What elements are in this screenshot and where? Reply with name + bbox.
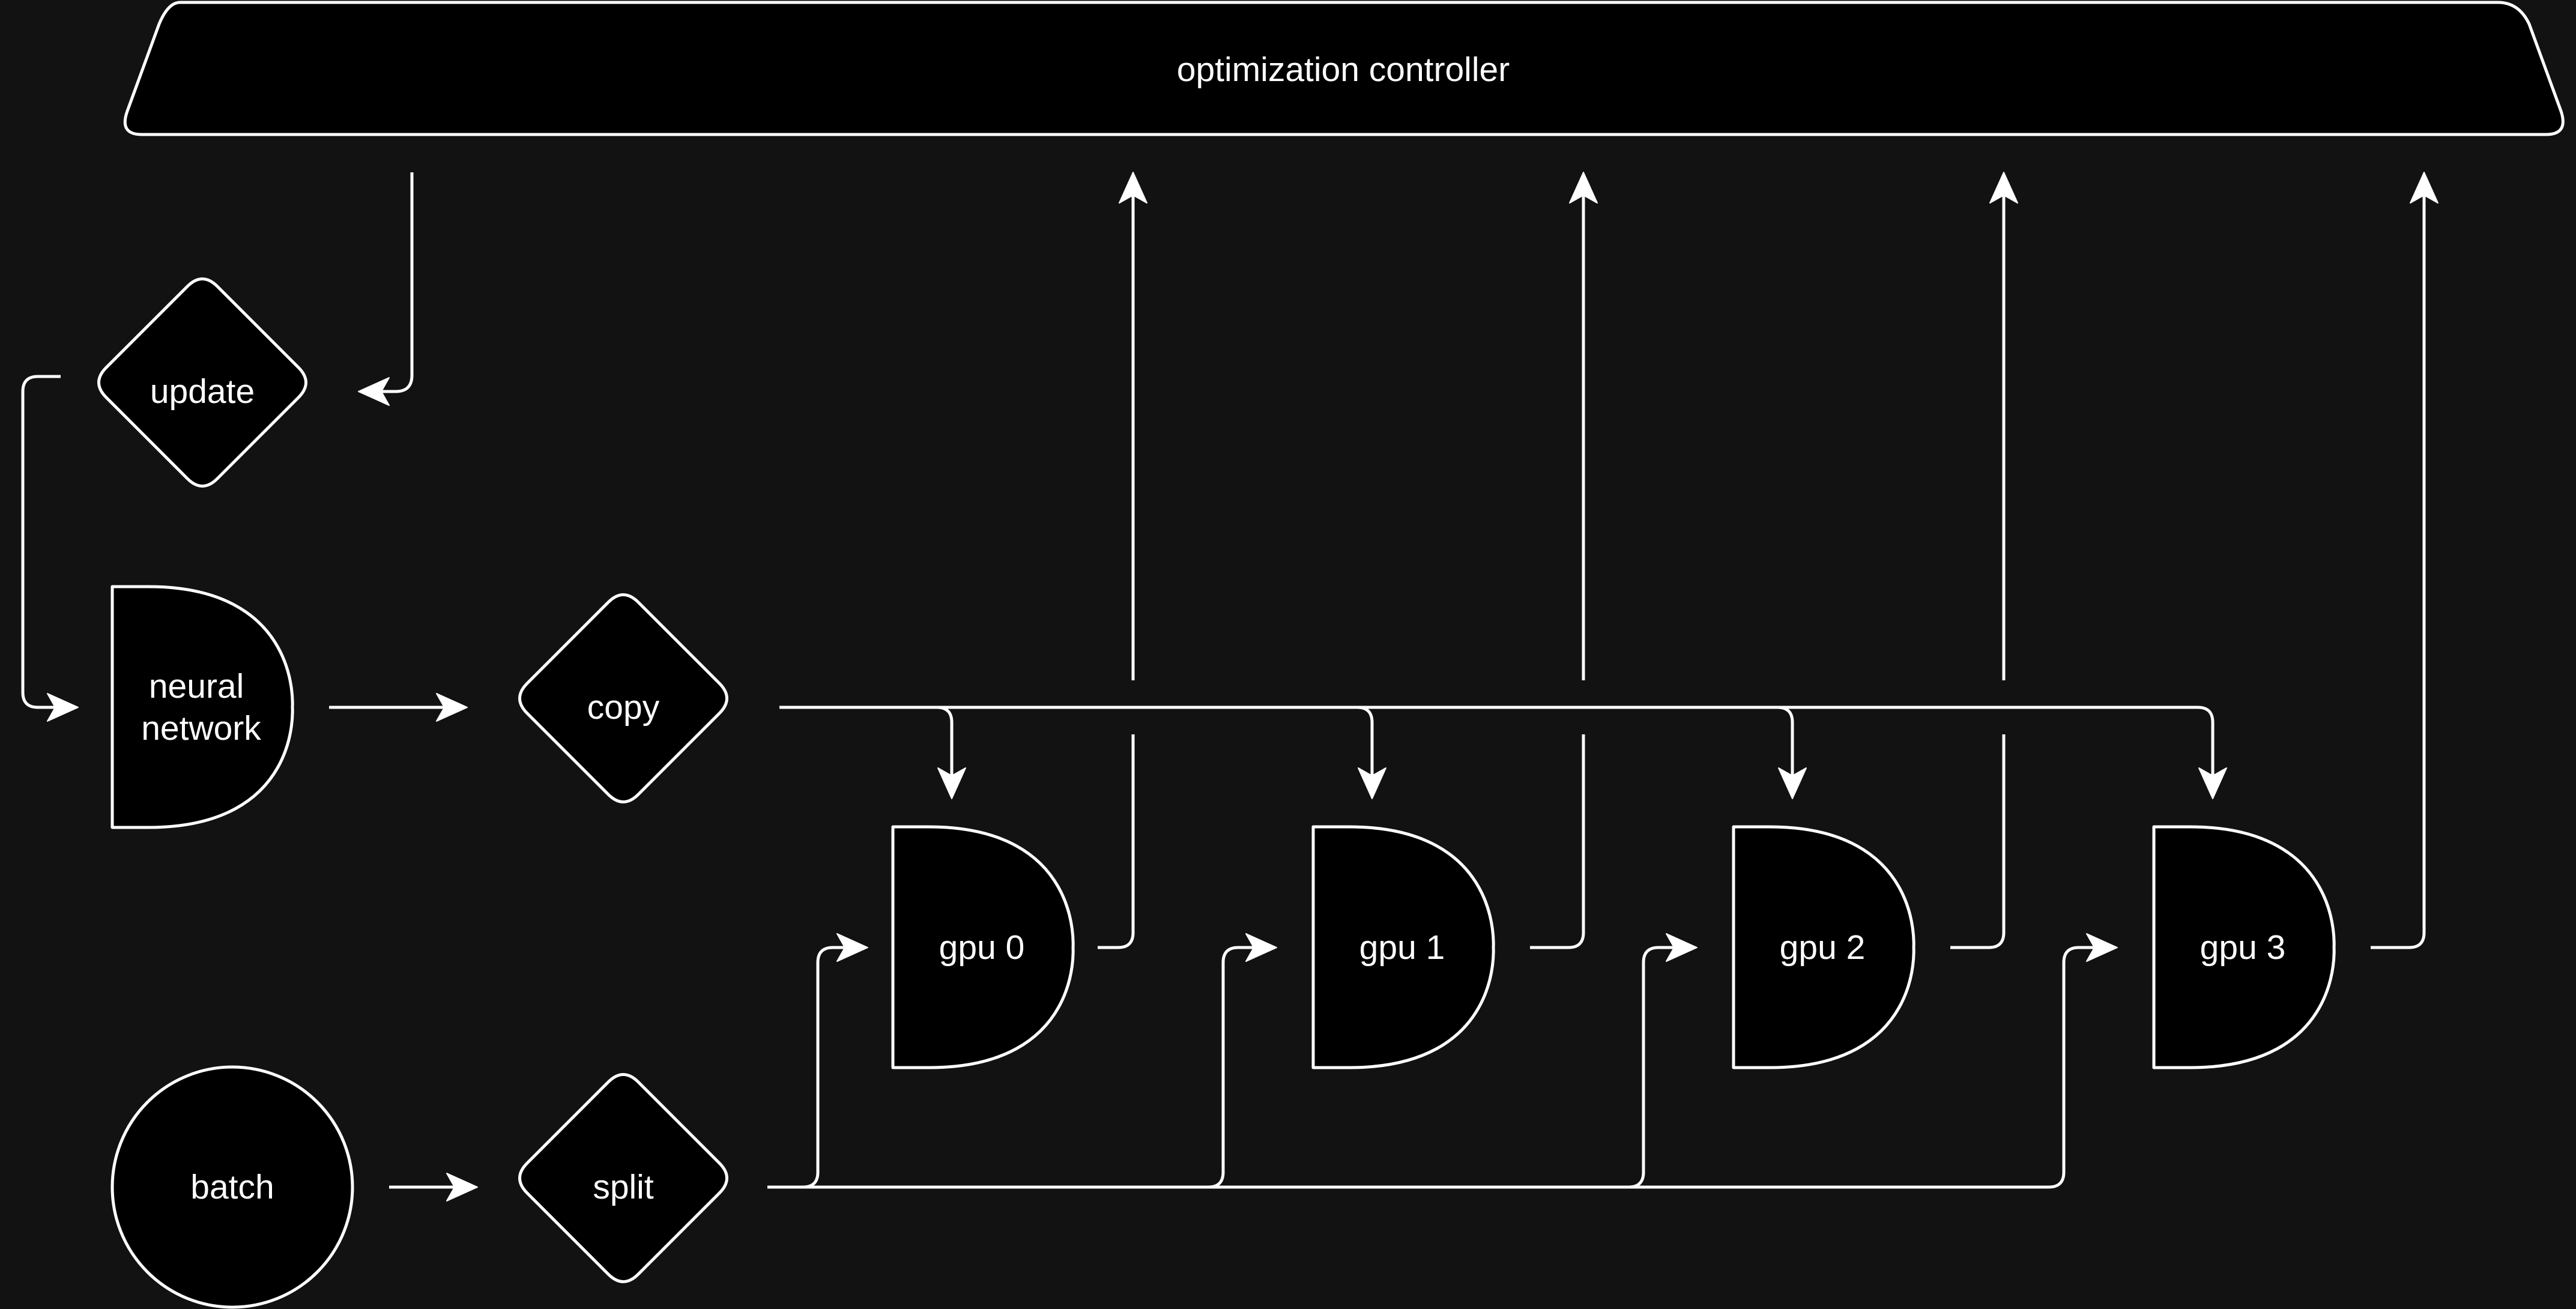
gpu-3-node[interactable]: gpu 3 — [2152, 825, 2336, 1069]
controller-label: optimization controller — [1177, 50, 1510, 89]
edge-copy-to-gpu-2 — [779, 706, 1807, 799]
batch-label: batch — [190, 1168, 274, 1206]
arrowhead — [1989, 172, 2018, 204]
edge-copy-to-gpu-3 — [779, 706, 2227, 799]
arrowhead — [2410, 172, 2438, 204]
arrowhead — [358, 377, 390, 406]
edge-gpu-0-to-controller — [1098, 172, 1147, 949]
neural-network-node[interactable]: neural network — [110, 585, 294, 829]
edge-copy-to-gpu-1 — [779, 706, 1386, 799]
split-label: split — [593, 1168, 654, 1206]
edge-copy-to-gpu-0 — [779, 706, 966, 799]
arrowhead — [1358, 767, 1386, 799]
edge-gpu-3-to-controller — [2371, 172, 2438, 949]
neural-network-label-line-1: neural — [149, 667, 244, 706]
batch-node[interactable]: batch — [110, 1065, 354, 1309]
copy-node[interactable]: copy — [518, 593, 728, 803]
edge-split-to-gpu-3 — [767, 933, 2118, 1189]
update-node[interactable]: update — [97, 277, 307, 488]
edge-batch-to-split — [389, 1173, 478, 1202]
edges — [21, 172, 2438, 1202]
nodes: optimization controller update neural ne… — [97, 1, 2565, 1309]
update-label: update — [150, 372, 255, 411]
arrowhead — [1119, 172, 1147, 204]
edge-controller-to-update — [358, 172, 414, 406]
arrowhead — [937, 767, 966, 799]
arrowhead — [1778, 767, 1807, 799]
gpu-2-label: gpu 2 — [1780, 928, 1866, 967]
copy-label: copy — [587, 688, 660, 727]
edge-gpu-2-to-controller — [1950, 172, 2018, 949]
arrowhead — [1666, 933, 1698, 962]
neural-network-label-line-2: network — [141, 709, 261, 748]
gpu-1-label: gpu 1 — [1359, 928, 1445, 967]
arrowhead — [1569, 172, 1598, 204]
gpu-0-node[interactable]: gpu 0 — [891, 825, 1075, 1069]
arrowhead — [436, 693, 468, 722]
edge-neural-network-to-copy — [329, 693, 468, 722]
arrowhead — [2198, 767, 2227, 799]
edge-gpu-1-to-controller — [1530, 172, 1598, 949]
arrowhead — [47, 693, 79, 722]
gpu-2-node[interactable]: gpu 2 — [1732, 825, 1915, 1069]
arrowhead — [446, 1173, 478, 1202]
edge-split-to-gpu-0 — [767, 933, 868, 1189]
split-node[interactable]: split — [518, 1073, 728, 1283]
gpu-1-node[interactable]: gpu 1 — [1311, 825, 1495, 1069]
edge-update-to-neural-network — [21, 375, 79, 722]
gpu-0-label: gpu 0 — [939, 928, 1025, 967]
arrowhead — [2086, 933, 2118, 962]
neural-network-label: neural network — [141, 667, 261, 748]
gpu-3-label: gpu 3 — [2200, 928, 2286, 967]
arrowhead — [1245, 933, 1277, 962]
controller-node[interactable]: optimization controller — [123, 1, 2565, 136]
arrowhead — [836, 933, 868, 962]
